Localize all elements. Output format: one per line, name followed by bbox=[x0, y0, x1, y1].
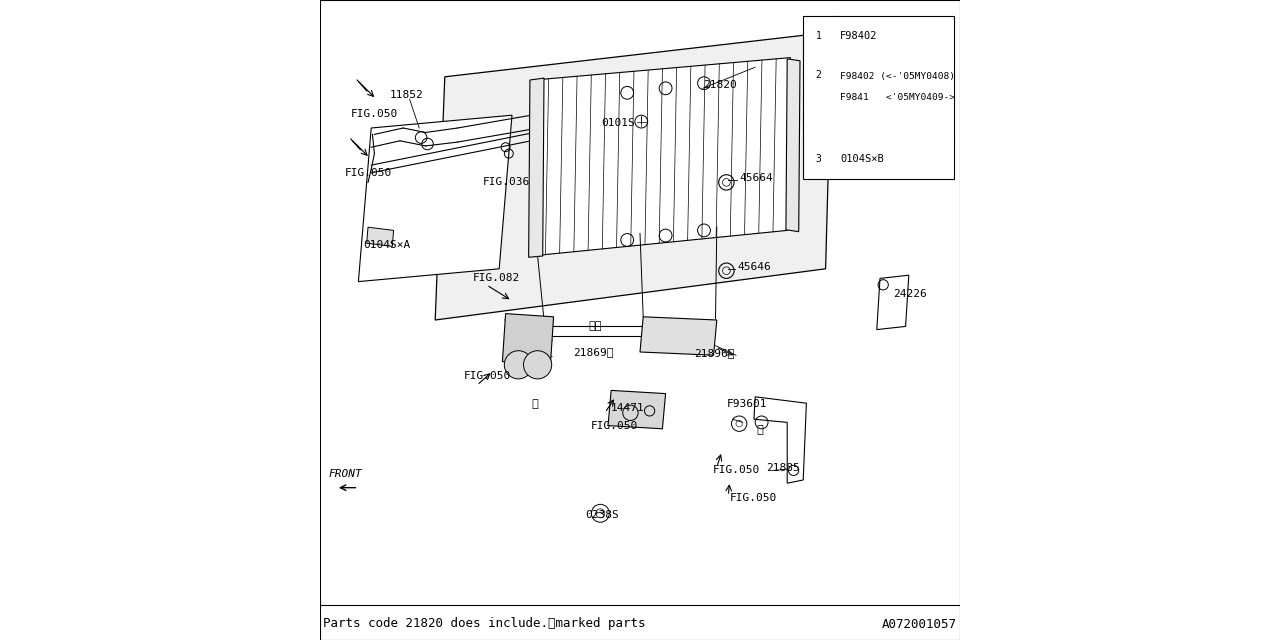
Text: FIG.050: FIG.050 bbox=[712, 465, 759, 476]
Text: 21896※: 21896※ bbox=[694, 348, 735, 358]
Text: 45646: 45646 bbox=[737, 262, 771, 272]
Polygon shape bbox=[531, 58, 791, 256]
Polygon shape bbox=[529, 78, 544, 257]
Text: Parts code 21820 does include.※marked parts: Parts code 21820 does include.※marked pa… bbox=[323, 618, 645, 630]
Text: ①※: ①※ bbox=[589, 321, 603, 332]
Text: 3: 3 bbox=[815, 154, 822, 164]
Text: 0101S: 0101S bbox=[602, 118, 635, 128]
Text: 45664: 45664 bbox=[740, 173, 773, 183]
Polygon shape bbox=[877, 275, 909, 330]
Text: FIG.050: FIG.050 bbox=[351, 109, 398, 119]
Text: 21820: 21820 bbox=[703, 80, 736, 90]
Text: F9841   <'05MY0409->: F9841 <'05MY0409-> bbox=[841, 93, 955, 102]
Text: 11852: 11852 bbox=[389, 90, 424, 100]
Text: F98402 (<-'05MY0408): F98402 (<-'05MY0408) bbox=[841, 72, 955, 81]
Polygon shape bbox=[786, 59, 800, 232]
FancyBboxPatch shape bbox=[804, 16, 954, 179]
Polygon shape bbox=[358, 115, 512, 282]
Text: FIG.036: FIG.036 bbox=[484, 177, 530, 187]
Circle shape bbox=[524, 351, 552, 379]
Text: F93601: F93601 bbox=[727, 399, 767, 410]
Text: FIG.050: FIG.050 bbox=[344, 168, 392, 178]
Text: ③: ③ bbox=[756, 425, 763, 435]
Polygon shape bbox=[754, 397, 806, 483]
Text: 14471: 14471 bbox=[612, 403, 645, 413]
Text: 0238S: 0238S bbox=[585, 510, 620, 520]
Text: 2: 2 bbox=[815, 70, 822, 80]
Text: ②: ② bbox=[531, 399, 538, 410]
Text: 1: 1 bbox=[815, 31, 822, 42]
Circle shape bbox=[504, 351, 532, 379]
Text: FIG.050: FIG.050 bbox=[730, 493, 777, 503]
Polygon shape bbox=[435, 32, 832, 320]
Text: FIG.050: FIG.050 bbox=[591, 420, 637, 431]
Polygon shape bbox=[502, 314, 554, 365]
Text: 24226: 24226 bbox=[893, 289, 927, 300]
Polygon shape bbox=[608, 390, 666, 429]
Polygon shape bbox=[367, 227, 394, 246]
Text: 21869※: 21869※ bbox=[573, 347, 613, 357]
Text: 0104S×A: 0104S×A bbox=[364, 240, 411, 250]
Text: FRONT: FRONT bbox=[329, 468, 362, 479]
Text: 21885: 21885 bbox=[765, 463, 800, 474]
Text: FIG.082: FIG.082 bbox=[472, 273, 520, 284]
Text: FIG.050: FIG.050 bbox=[465, 371, 511, 381]
Text: 0104S×B: 0104S×B bbox=[841, 154, 884, 164]
Polygon shape bbox=[640, 317, 717, 355]
Text: F98402: F98402 bbox=[841, 31, 878, 42]
Text: A072001057: A072001057 bbox=[882, 618, 957, 630]
